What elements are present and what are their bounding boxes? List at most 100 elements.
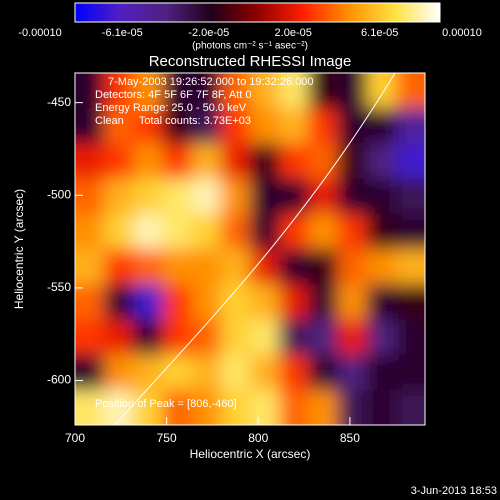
heatmap-cell xyxy=(250,178,280,215)
heatmap-cell xyxy=(133,354,163,391)
heatmap-cell xyxy=(220,178,251,215)
heatmap-cell xyxy=(75,284,105,320)
heatmap-cell xyxy=(250,284,280,320)
y-tick-label: -500 xyxy=(47,187,71,201)
heatmap-cell xyxy=(395,213,425,250)
colorbar-tick-label: -2.0e-05 xyxy=(188,27,229,39)
heatmap-cell xyxy=(133,249,163,285)
heatmap-cell xyxy=(279,284,309,320)
heatmap-cell xyxy=(75,354,105,391)
heatmap-cell xyxy=(308,108,338,144)
heatmap-cell xyxy=(395,389,425,425)
heatmap-cell xyxy=(337,284,368,320)
heatmap-cell xyxy=(133,319,163,356)
heatmap-cell xyxy=(104,319,134,356)
heatmap-cell xyxy=(279,249,309,285)
colorbar-label: (photons cm⁻² s⁻¹ asec⁻²) xyxy=(192,41,308,52)
heatmap-cell xyxy=(162,73,193,109)
heatmap-cell xyxy=(250,108,280,144)
x-axis-label: Heliocentric X (arcsec) xyxy=(190,447,311,461)
heatmap-cell xyxy=(133,284,163,320)
heatmap-cell xyxy=(366,213,397,250)
heatmap-cell xyxy=(133,213,163,250)
colorbar-tick-label: 6.1e-05 xyxy=(361,27,398,39)
y-axis-label: Heliocentric Y (arcsec) xyxy=(12,189,26,309)
heatmap-cell xyxy=(337,73,368,109)
heatmap-cell xyxy=(75,143,105,180)
heatmap-cell xyxy=(250,249,280,285)
heatmap-cell xyxy=(395,73,425,109)
heatmap-cell xyxy=(337,108,368,144)
heatmap-cell xyxy=(133,108,163,144)
heatmap-cell xyxy=(250,213,280,250)
colorbar-tick-label: 0.00010 xyxy=(442,27,482,39)
heatmap-cell xyxy=(279,73,309,109)
heatmap-cell xyxy=(250,319,280,356)
heatmap-cell xyxy=(308,249,338,285)
heatmap-cell xyxy=(220,319,251,356)
heatmap-cell xyxy=(395,108,425,144)
heatmap-cell xyxy=(395,319,425,356)
solar-limb xyxy=(114,73,396,425)
heatmap-cell xyxy=(279,143,309,180)
heatmap-cell xyxy=(104,178,134,215)
colorbar-tick-label: -6.1e-05 xyxy=(102,27,143,39)
heatmap-cell xyxy=(250,143,280,180)
annotation: Clean Total counts: 3.73E+03 xyxy=(95,115,251,127)
heatmap-cell xyxy=(75,213,105,250)
heatmap-cell xyxy=(191,213,222,250)
heatmap-cell xyxy=(191,249,222,285)
heatmap-cell xyxy=(191,73,222,109)
heatmap-cell xyxy=(162,249,193,285)
heatmap-cell xyxy=(162,284,193,320)
heatmap-cell xyxy=(220,354,251,391)
x-tick-label: 850 xyxy=(340,431,360,445)
y-tick-label: -550 xyxy=(47,280,71,294)
heatmap-cell xyxy=(250,73,280,109)
heatmap-cell xyxy=(104,284,134,320)
heatmap-cell xyxy=(191,284,222,320)
heatmap-cell xyxy=(366,319,397,356)
heatmap-cell xyxy=(395,249,425,285)
x-tick-label: 700 xyxy=(65,431,85,445)
heatmap-cell xyxy=(220,213,251,250)
annotation: 7-May-2003 19:26:52.000 to 19:32:26.000 xyxy=(108,76,314,88)
heatmap-cell xyxy=(133,143,163,180)
peak-label: Position of Peak = [806,-460] xyxy=(95,398,237,410)
timestamp: 3-Jun-2013 18:53 xyxy=(411,485,497,497)
heatmap-cell xyxy=(366,143,397,180)
heatmap-cell xyxy=(220,73,251,109)
heatmap-cell xyxy=(279,178,309,215)
y-tick-label: -450 xyxy=(47,95,71,109)
heatmap-cell xyxy=(104,389,134,425)
heatmap-cell xyxy=(279,108,309,144)
heatmap-cell xyxy=(191,178,222,215)
heatmap-cell xyxy=(308,389,338,425)
heatmap-cell xyxy=(250,389,280,425)
heatmap-cell xyxy=(308,319,338,356)
heatmap-cell xyxy=(191,108,222,144)
heatmap-cell xyxy=(162,354,193,391)
heatmap-cell xyxy=(191,143,222,180)
heatmap-cell xyxy=(337,389,368,425)
heatmap-cell xyxy=(75,389,105,425)
heatmap-cell xyxy=(395,354,425,391)
heatmap-cell xyxy=(279,319,309,356)
heatmap-cell xyxy=(162,178,193,215)
heatmap-cell xyxy=(279,389,309,425)
heatmap-cell xyxy=(366,178,397,215)
colorbar xyxy=(74,2,441,23)
heatmap-cell xyxy=(395,178,425,215)
heatmap-cell xyxy=(308,73,338,109)
heatmap-cell xyxy=(366,108,397,144)
heatmap-cell xyxy=(308,178,338,215)
heatmap-cell xyxy=(133,73,163,109)
heatmap-cell xyxy=(395,143,425,180)
heatmap-cell xyxy=(337,178,368,215)
heatmap-cell xyxy=(337,354,368,391)
heatmap-cell xyxy=(75,178,105,215)
heatmap-cell xyxy=(366,249,397,285)
heatmap-cell xyxy=(104,143,134,180)
